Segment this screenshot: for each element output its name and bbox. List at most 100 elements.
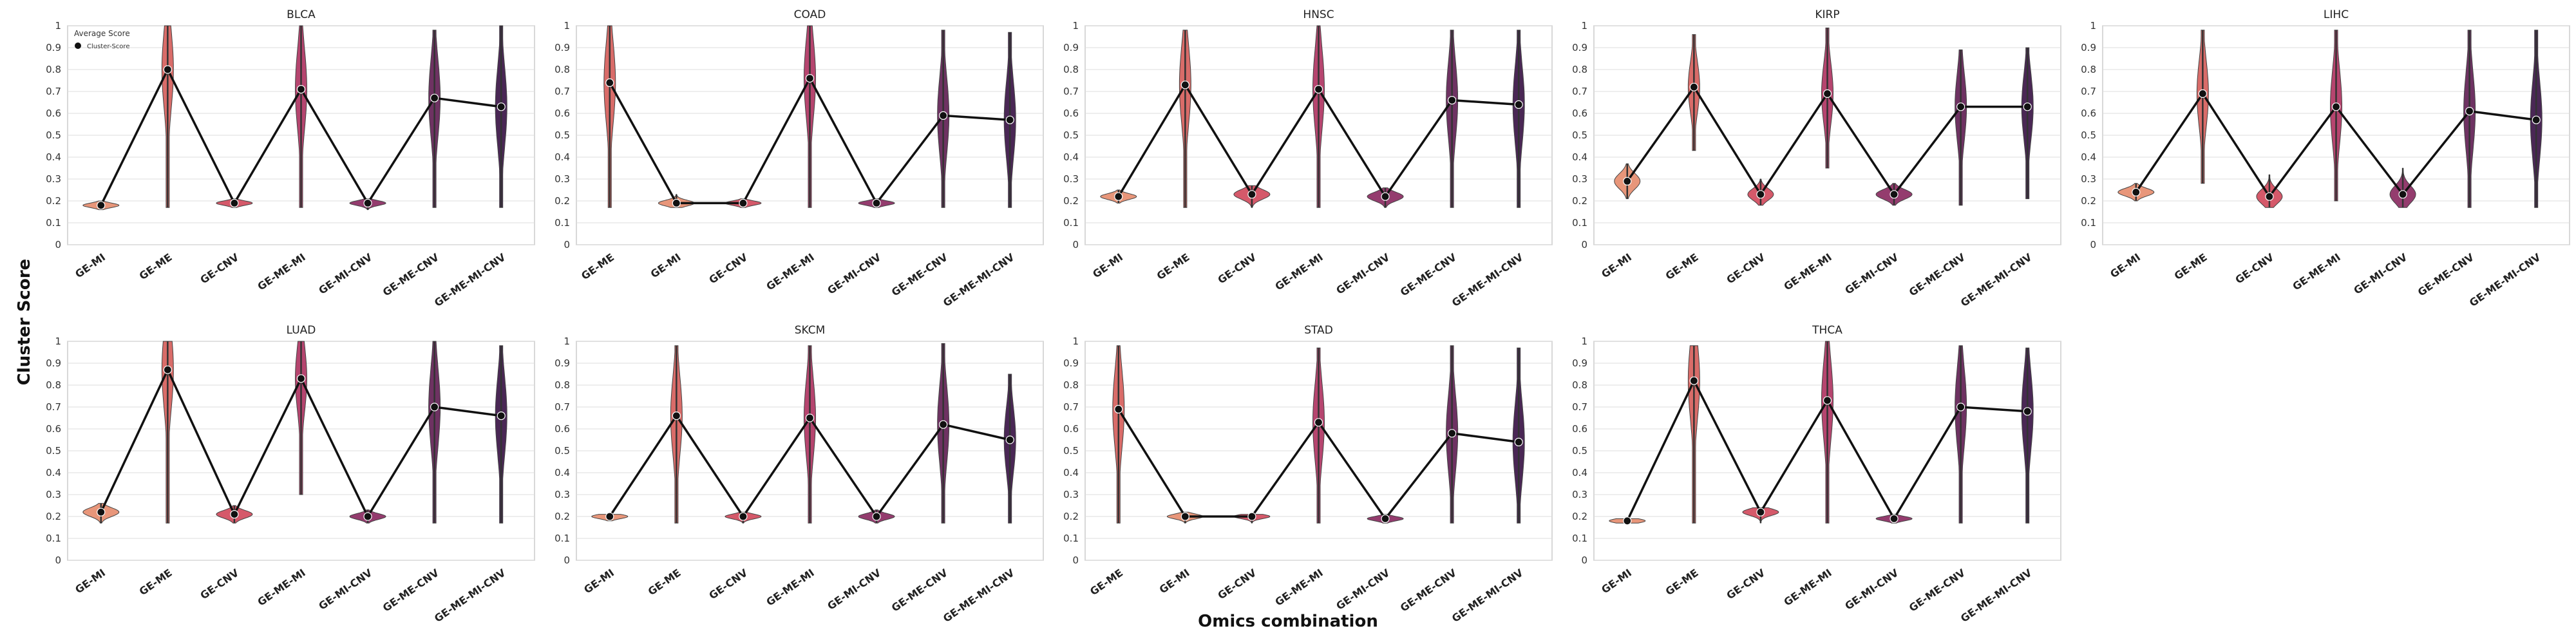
- y-tick-label: 0.1: [1063, 217, 1079, 229]
- x-tick-label: GE-MI: [2108, 251, 2143, 281]
- average-score-point: [605, 512, 614, 521]
- y-tick-label: 0.5: [1572, 129, 1587, 141]
- average-score-point: [363, 512, 372, 521]
- panel-thca: 0 0.1 0.2 0.3 0.4 0.5 0.6 0.7 0.8 0.9 1 THCA GE-MI GE…: [1572, 324, 2061, 625]
- average-score-point: [1114, 404, 1123, 414]
- average-score-point: [1889, 514, 1899, 524]
- x-tick-label: GE-ME-MI: [255, 567, 307, 609]
- y-tick-label: 0.9: [2081, 42, 2096, 53]
- x-tick-label: GE-ME: [1088, 567, 1125, 598]
- average-score-point: [1956, 102, 1965, 111]
- x-tick-label: GE-ME-CNV: [889, 566, 951, 614]
- y-tick-label: 0.8: [1063, 379, 1079, 391]
- x-tick-label: GE-ME: [137, 567, 175, 598]
- panel-title: LUAD: [287, 324, 316, 337]
- y-tick-label: 0.3: [1572, 489, 1587, 500]
- x-tick-label: GE-ME-MI: [1273, 567, 1325, 609]
- average-score-point: [939, 111, 948, 120]
- average-score-point: [1623, 176, 1632, 185]
- y-tick-label: 0: [1581, 554, 1587, 566]
- x-tick-label: GE-MI: [582, 567, 616, 596]
- y-tick-label: 0: [1581, 239, 1587, 251]
- x-tick-label: GE-MI: [1090, 251, 1125, 281]
- x-tick-label: GE-ME-MI-CNV: [941, 566, 1017, 625]
- average-score-point: [296, 85, 306, 94]
- y-tick-label: 0.7: [46, 401, 61, 413]
- y-tick-label: 0.5: [1063, 445, 1079, 457]
- average-score-point: [739, 198, 748, 207]
- average-score-point: [1180, 512, 1189, 521]
- panel-title: HNSC: [1303, 8, 1334, 21]
- y-tick-label: 0.4: [554, 467, 570, 478]
- x-tick-label: GE-ME-CNV: [381, 566, 442, 614]
- panel-title: SKCM: [795, 324, 826, 337]
- y-tick-label: 0.8: [1063, 64, 1079, 75]
- x-tick-label: GE-CNV: [2233, 251, 2276, 286]
- y-tick-label: 0.9: [46, 42, 61, 53]
- y-tick-label: 0.6: [554, 108, 570, 119]
- y-tick-label: 1: [564, 20, 570, 32]
- x-tick-label: GE-ME-MI-CNV: [2467, 251, 2543, 309]
- average-score-point: [1314, 85, 1323, 94]
- y-tick-label: 0.7: [1572, 86, 1587, 97]
- panel-title: THCA: [1812, 324, 1842, 337]
- y-tick-label: 0.4: [2081, 151, 2096, 163]
- x-tick-label: GE-ME-MI-CNV: [1450, 251, 1526, 309]
- x-tick-label: GE-MI-CNV: [316, 566, 375, 612]
- average-score-point: [2132, 187, 2141, 196]
- x-tick-label: GE-ME-CNV: [889, 251, 951, 298]
- x-tick-label: GE-ME-MI-CNV: [1958, 251, 2034, 309]
- y-tick-label: 0.5: [1572, 445, 1587, 457]
- x-tick-label: GE-ME: [1155, 251, 1192, 283]
- average-score-point: [1180, 80, 1189, 90]
- y-tick-label: 0.3: [554, 173, 570, 185]
- x-tick-label: GE-CNV: [1724, 566, 1767, 601]
- y-tick-label: 0.5: [46, 129, 61, 141]
- panel-hnsc: 0 0.1 0.2 0.3 0.4 0.5 0.6 0.7 0.8 0.9 1 HNSC GE-MI GE…: [1063, 8, 1553, 309]
- average-score-point: [2023, 102, 2032, 111]
- global-x-axis-label: Omics combination: [1198, 612, 1378, 631]
- panel-luad: 0 0.1 0.2 0.3 0.4 0.5 0.6 0.7 0.8 0.9 1 LUAD GE-MI GE…: [46, 324, 535, 625]
- average-score-point: [1005, 435, 1014, 444]
- y-tick-label: 0: [1072, 239, 1079, 251]
- y-tick-label: 0.2: [1572, 195, 1587, 207]
- average-score-point: [430, 402, 439, 412]
- average-score-point: [1114, 192, 1123, 201]
- y-tick-label: 0.6: [1063, 423, 1079, 435]
- y-tick-label: 0.4: [46, 151, 61, 163]
- y-tick-label: 0.4: [1063, 467, 1079, 478]
- y-tick-label: 0.4: [1572, 151, 1587, 163]
- y-tick-label: 0.3: [1063, 489, 1079, 500]
- x-tick-label: GE-ME-CNV: [1398, 251, 1459, 298]
- y-tick-label: 1: [564, 336, 570, 347]
- x-tick-label: GE-ME-MI: [764, 567, 816, 609]
- y-tick-label: 0.4: [554, 151, 570, 163]
- x-tick-label: GE-MI-CNV: [825, 251, 884, 296]
- legend-marker: [75, 43, 81, 49]
- y-tick-label: 0.2: [554, 195, 570, 207]
- y-tick-label: 0.6: [1063, 108, 1079, 119]
- x-tick-label: GE-CNV: [198, 566, 241, 601]
- average-score-point: [605, 78, 614, 87]
- x-tick-label: GE-CNV: [1724, 251, 1767, 286]
- y-tick-label: 0.8: [1572, 64, 1587, 75]
- y-tick-label: 0.1: [46, 533, 61, 544]
- average-score-point: [230, 509, 239, 519]
- y-tick-label: 0.1: [1572, 533, 1587, 544]
- average-score-point: [2398, 190, 2407, 199]
- average-score-point: [1448, 96, 1457, 105]
- y-tick-label: 0.2: [1063, 195, 1079, 207]
- y-tick-label: 0.1: [46, 217, 61, 229]
- y-tick-label: 0.5: [554, 129, 570, 141]
- y-tick-label: 0.7: [46, 86, 61, 97]
- average-score-point: [872, 198, 881, 207]
- y-tick-label: 0.8: [554, 379, 570, 391]
- x-tick-label: GE-CNV: [1215, 566, 1258, 601]
- y-tick-label: 0.7: [554, 401, 570, 413]
- legend: Average Score Cluster-Score: [74, 29, 130, 50]
- y-tick-label: 1: [1072, 20, 1079, 32]
- x-tick-label: GE-ME: [137, 251, 175, 283]
- x-tick-label: GE-ME-CNV: [381, 251, 442, 298]
- y-tick-label: 0.7: [2081, 86, 2096, 97]
- global-y-axis-label: Cluster Score: [5, 245, 44, 399]
